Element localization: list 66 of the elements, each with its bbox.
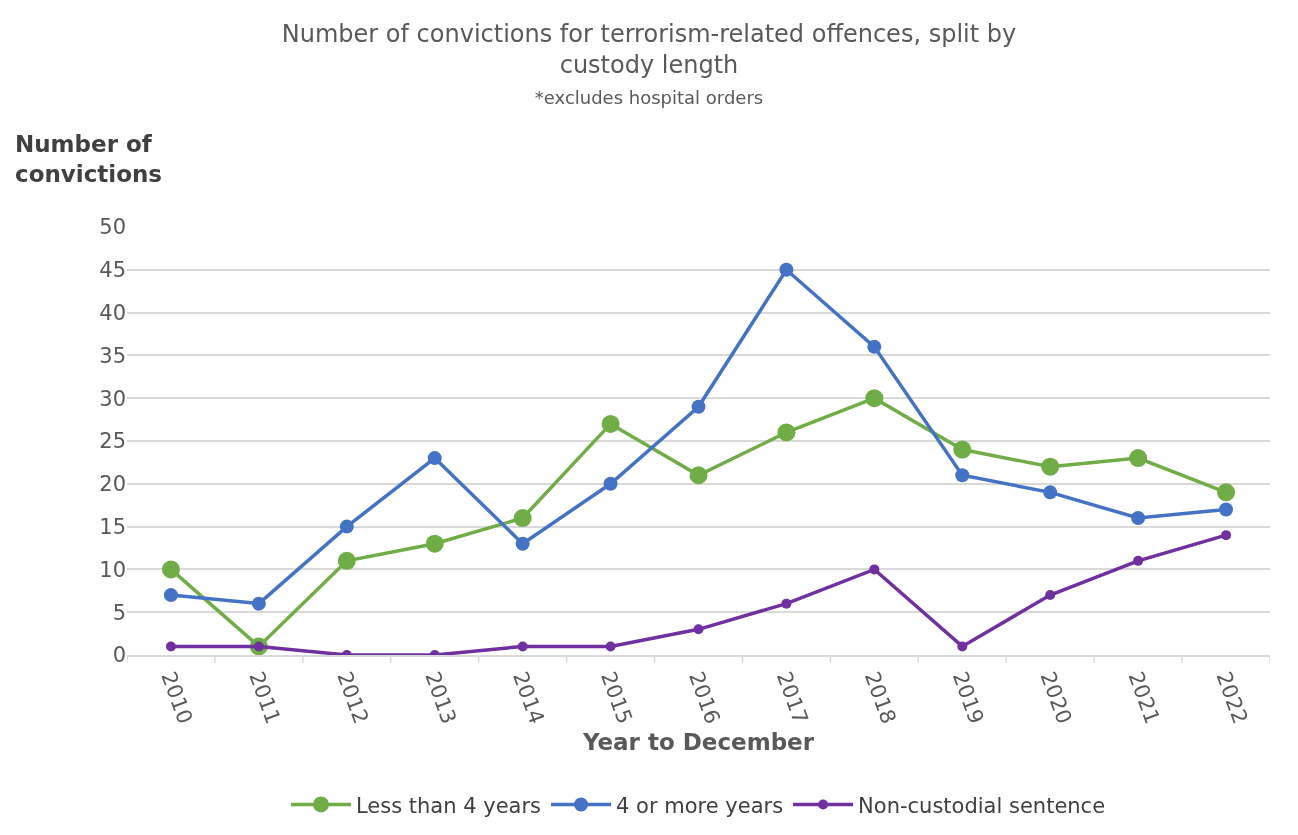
point <box>251 596 266 611</box>
point <box>1129 449 1148 468</box>
legend-label: 4 or more years <box>616 793 784 818</box>
y-tick-label: 0 <box>112 643 126 668</box>
x-tick-label: 2019 <box>947 668 989 727</box>
x-tick-label: 2010 <box>156 668 198 727</box>
x-tick-label: 2013 <box>420 668 461 727</box>
x-axis-title: Year to December <box>581 729 815 756</box>
point <box>1041 457 1060 476</box>
point <box>1045 590 1056 601</box>
point <box>513 509 532 528</box>
y-tick-label: 10 <box>99 557 126 582</box>
y-tick-label: 20 <box>99 472 126 497</box>
x-tick-label: 2017 <box>771 668 813 727</box>
point <box>1043 485 1058 500</box>
point <box>777 423 796 442</box>
point <box>425 534 444 553</box>
x-tick-label: 2020 <box>1035 668 1077 727</box>
point <box>605 641 616 652</box>
x-tick-label: 2015 <box>596 668 637 727</box>
point <box>1219 502 1234 517</box>
point <box>869 564 880 575</box>
x-tick-label: 2012 <box>332 668 374 727</box>
point <box>339 519 354 534</box>
y-tick-label: 50 <box>99 215 126 240</box>
point <box>955 468 970 483</box>
point <box>957 641 968 652</box>
point <box>601 414 620 433</box>
x-tick-label: 2011 <box>244 668 286 727</box>
x-tick-label: 2021 <box>1123 668 1165 727</box>
point <box>689 466 708 485</box>
y-tick-label: 25 <box>99 429 126 454</box>
legend-label: Less than 4 years <box>356 793 542 818</box>
point <box>781 598 792 609</box>
x-tick-label: 2014 <box>508 668 549 727</box>
y-tick-label: 5 <box>112 600 126 625</box>
chart-subtitle: *excludes hospital orders <box>534 87 764 109</box>
x-tick-label: 2022 <box>1211 668 1253 727</box>
point <box>517 641 528 652</box>
x-tick-label: 2016 <box>683 668 725 727</box>
point <box>693 624 704 635</box>
y-tick-label: 30 <box>99 386 126 411</box>
point <box>165 641 176 652</box>
y-tick-label: 15 <box>99 514 126 539</box>
y-tick-label: 35 <box>99 343 126 368</box>
chart-title: Number of convictions for terrorism-related offences, split by custody length <box>281 19 1017 79</box>
y-tick-label: 45 <box>99 258 126 283</box>
point <box>337 551 356 570</box>
y-axis-title: Number of convictions <box>15 131 163 187</box>
point <box>1221 530 1232 541</box>
point <box>515 536 530 551</box>
point <box>953 440 972 459</box>
x-tick-label: 2018 <box>859 668 901 727</box>
point <box>865 389 884 408</box>
point <box>1131 511 1146 526</box>
point <box>163 588 178 603</box>
point <box>691 399 706 414</box>
legend-label: Non-custodial sentence <box>858 793 1106 818</box>
point <box>161 560 180 579</box>
point <box>779 262 794 277</box>
point <box>1217 483 1236 502</box>
point <box>1133 555 1144 566</box>
y-tick-label: 40 <box>99 300 126 325</box>
point <box>867 339 882 354</box>
point <box>603 476 618 491</box>
point <box>427 451 442 466</box>
